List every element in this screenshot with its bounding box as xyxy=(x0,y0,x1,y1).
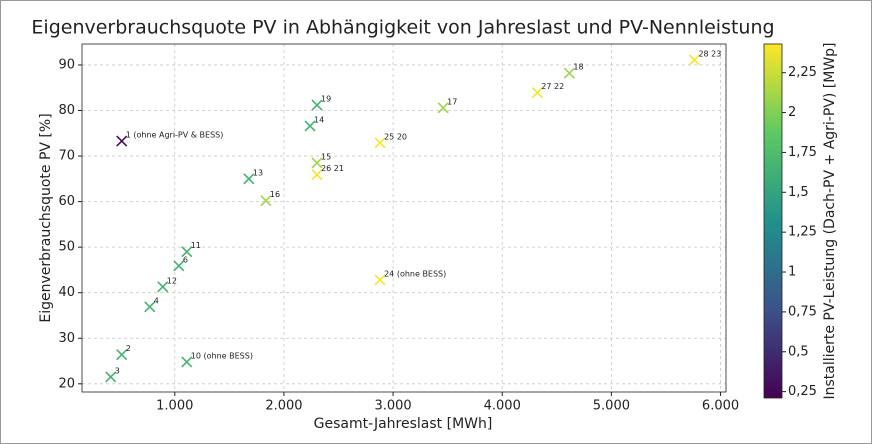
point xyxy=(105,371,117,383)
point xyxy=(311,99,323,111)
x-axis-label: Gesamt-Jahreslast [MWh] xyxy=(314,416,493,432)
x-tick-label: 1.000 xyxy=(156,399,193,414)
plot-frame xyxy=(81,43,727,393)
y-tick-label: 30 xyxy=(58,331,75,346)
colorbar-tick-label: 0,5 xyxy=(788,344,809,359)
point-label: 28 23 xyxy=(698,49,721,58)
colorbar xyxy=(763,43,783,399)
colorbar-tick-label: 1,25 xyxy=(788,225,817,240)
point-label: 6 xyxy=(183,255,188,264)
y-tick-label: 20 xyxy=(58,376,75,391)
y-tick-label: 50 xyxy=(58,240,75,255)
point-label: 16 xyxy=(270,190,280,199)
point xyxy=(311,157,323,169)
point xyxy=(157,281,169,293)
point-label: 2 xyxy=(126,344,131,353)
point xyxy=(563,67,575,79)
colorbar-tick-label: 2 xyxy=(788,105,796,120)
point xyxy=(304,120,316,132)
point-label: 10 (ohne BESS) xyxy=(191,351,253,360)
y-tick-label: 70 xyxy=(58,149,75,164)
point-label: 17 xyxy=(447,97,457,106)
point-label: 14 xyxy=(314,115,324,124)
point-label: 27 22 xyxy=(541,82,564,91)
y-tick-label: 40 xyxy=(58,285,75,300)
point-label: 11 xyxy=(191,241,201,250)
x-tick-label: 4.000 xyxy=(484,399,521,414)
point-label: 12 xyxy=(167,276,177,285)
point-label: 25 20 xyxy=(384,132,407,141)
x-tick-label: 2.000 xyxy=(265,399,302,414)
colorbar-tick-label: 1,75 xyxy=(788,145,817,160)
x-tick-label: 3.000 xyxy=(374,399,411,414)
point-label: 13 xyxy=(253,168,263,177)
point xyxy=(374,274,386,286)
colorbar-label: Installierte PV-Leistung (Dach-PV + Agri… xyxy=(822,42,838,399)
point xyxy=(116,349,128,361)
point-label: 1 (ohne Agri-PV & BESS) xyxy=(126,131,224,140)
point-label: 19 xyxy=(321,95,331,104)
y-tick-label: 60 xyxy=(58,194,75,209)
colorbar-tick-label: 0,25 xyxy=(788,384,817,399)
colorbar-tick-label: 1 xyxy=(788,265,796,280)
point xyxy=(437,102,449,114)
y-tick-label: 90 xyxy=(58,57,75,72)
point xyxy=(173,260,185,272)
point xyxy=(116,135,128,147)
point xyxy=(311,169,323,181)
point-label: 15 xyxy=(321,152,331,161)
colorbar-tick-label: 0,75 xyxy=(788,304,817,319)
colorbar-tick-label: 2,25 xyxy=(788,65,817,80)
point-label: 26 21 xyxy=(321,164,344,173)
y-axis-label: Eigenverbrauchsquote PV [%] xyxy=(38,113,54,322)
point xyxy=(144,301,156,313)
point xyxy=(260,195,272,207)
point xyxy=(374,137,386,149)
point-label: 18 xyxy=(573,63,583,72)
point-label: 24 (ohne BESS) xyxy=(384,269,446,278)
x-tick-label: 6.000 xyxy=(702,399,739,414)
y-tick-label: 80 xyxy=(58,103,75,118)
point xyxy=(688,54,701,66)
colorbar-tick-label: 1,5 xyxy=(788,185,809,200)
point xyxy=(181,356,193,368)
x-tick-label: 5.000 xyxy=(593,399,630,414)
point-label: 4 xyxy=(154,296,159,305)
point xyxy=(181,246,193,258)
point xyxy=(531,87,543,99)
chart-title: Eigenverbrauchsquote PV in Abhängigkeit … xyxy=(31,17,774,39)
point xyxy=(243,173,255,185)
point-label: 3 xyxy=(115,366,120,375)
